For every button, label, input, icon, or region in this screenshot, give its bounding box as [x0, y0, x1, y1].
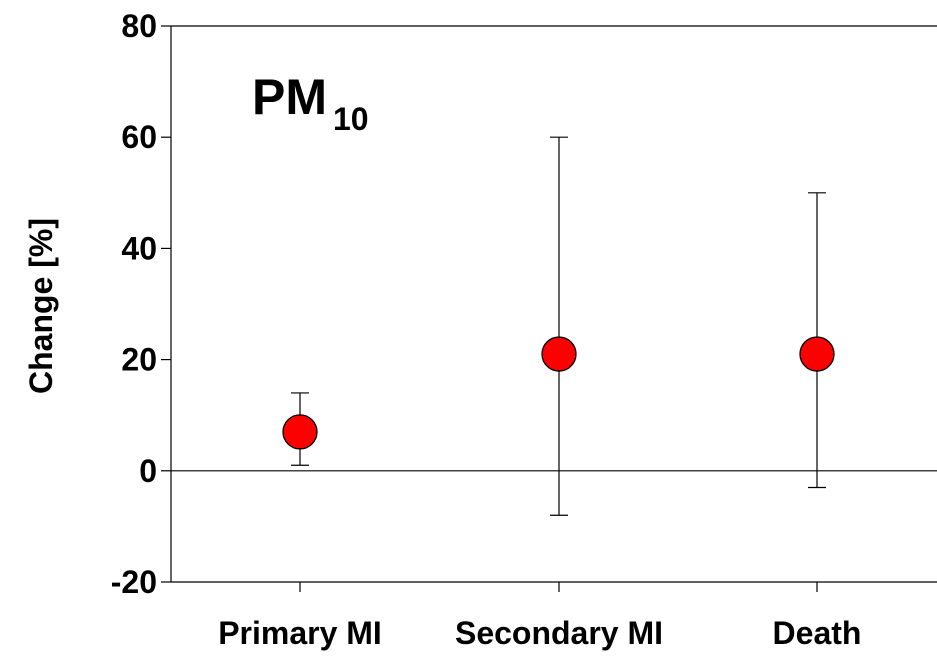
axes: [170, 25, 937, 583]
svg-text:PM: PM: [252, 69, 327, 125]
y-tick-label: 0: [139, 453, 157, 489]
data-point: [541, 336, 577, 372]
error-bars: [291, 136, 826, 516]
y-tick-label: 40: [121, 230, 157, 266]
data-points: [282, 336, 835, 450]
y-axis-label: Change [%]: [23, 218, 59, 394]
x-tick-label: Primary MI: [218, 615, 382, 651]
x-tick-label: Secondary MI: [455, 615, 663, 651]
y-tick-label: 80: [121, 8, 157, 44]
x-ticks: Primary MI Secondary MI Death: [218, 582, 861, 651]
pm10-annotation: PM 10: [252, 69, 369, 137]
svg-text:10: 10: [333, 101, 369, 137]
data-point: [282, 414, 318, 450]
y-tick-label: 20: [121, 342, 157, 378]
x-tick-label: Death: [773, 615, 862, 651]
data-point: [799, 336, 835, 372]
y-tick-label: 60: [121, 119, 157, 155]
y-tick-label: -20: [111, 564, 157, 600]
annotation-main: PM: [252, 69, 327, 125]
y-ticks: -20 0 20 40 60 80: [111, 8, 171, 600]
annotation-subscript: 10: [333, 101, 369, 137]
